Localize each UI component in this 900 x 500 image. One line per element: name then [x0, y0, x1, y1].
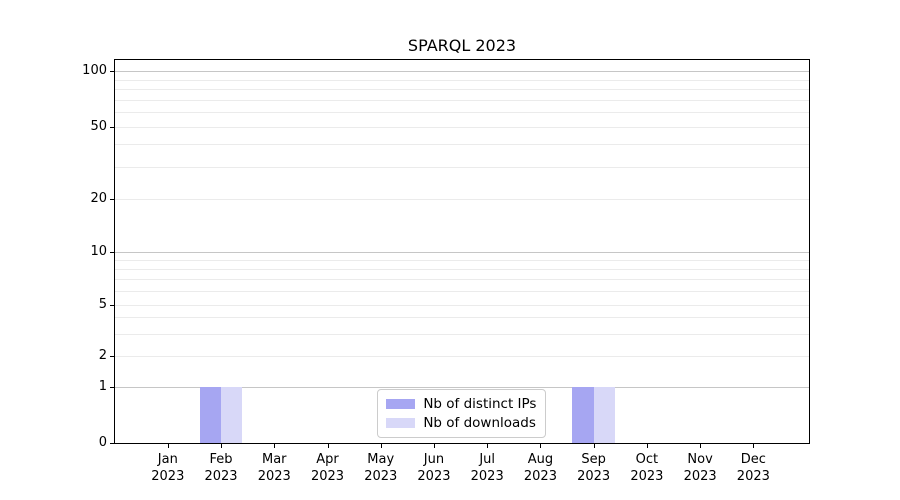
y-tick-label-20: 20: [90, 191, 107, 207]
y-major-gridline-100: [115, 71, 809, 73]
x-tick-month: Jul: [479, 452, 496, 467]
y-minor-gridline-60: [115, 112, 809, 114]
y-tick-label-10: 10: [90, 243, 107, 259]
y-tick-label-100: 100: [82, 63, 107, 79]
x-tick-mark-sep: [593, 443, 595, 448]
x-tick-mark-aug: [540, 443, 542, 448]
x-tick-month: Dec: [740, 452, 766, 467]
x-tick-year: 2023: [470, 469, 504, 484]
x-tick-mark-dec: [753, 443, 755, 448]
legend-item-distinct-ips: Nb of distinct IPs: [386, 396, 536, 412]
x-tick-mark-may: [380, 443, 382, 448]
y-tick-label-1: 1: [98, 379, 107, 395]
legend-swatch-icon: [386, 399, 416, 409]
x-tick-month: Jan: [157, 452, 178, 467]
x-tick-month: Jun: [423, 452, 445, 467]
y-minor-gridline-9: [115, 259, 809, 261]
y-tick-label-0: 0: [98, 435, 107, 450]
x-tick-year: 2023: [310, 469, 345, 484]
plot-area: 0 1 2 5 10 20 50 100 Jan 2023 Feb 2023 Mar 2023 Apr 20…: [82, 59, 810, 484]
bar-sep-distinct-ips: [572, 387, 594, 443]
x-tick-year: 2023: [417, 469, 451, 484]
x-tick-mark-jan: [167, 443, 169, 448]
y-tick-mark-50: [110, 126, 115, 128]
y-minor-gridline-6: [115, 290, 809, 292]
bar-sep-downloads: [593, 387, 615, 443]
x-tick-month: Oct: [635, 452, 659, 467]
x-tick-label-mar: Mar 2023: [234, 451, 314, 485]
y-tick-mark-0: [110, 443, 115, 444]
x-tick-mark-jun: [433, 443, 435, 448]
y-tick-mark-2: [110, 356, 115, 358]
x-tick-label-dec: Dec 2023: [713, 451, 793, 485]
x-tick-label-jun: Jun 2023: [394, 451, 474, 485]
y-tick-mark-20: [110, 199, 115, 201]
x-tick-label-sep: Sep 2023: [554, 451, 634, 485]
x-tick-year: 2023: [204, 469, 238, 484]
x-tick-year: 2023: [523, 469, 557, 484]
y-tick-label-2: 2: [98, 348, 107, 364]
x-tick-mark-apr: [327, 443, 329, 448]
x-tick-label-nov: Nov 2023: [660, 451, 740, 485]
y-tick-label-50: 50: [90, 118, 107, 134]
x-tick-month: Feb: [209, 452, 233, 467]
x-tick-mark-oct: [646, 443, 648, 448]
x-tick-month: May: [367, 452, 395, 467]
y-minor-gridline-7: [115, 278, 809, 280]
y-major-gridline-10: [115, 251, 809, 253]
y-minor-gridline-8: [115, 268, 809, 270]
y-minor-gridline-30: [115, 167, 809, 169]
x-tick-year: 2023: [257, 469, 291, 484]
legend-label: Nb of downloads: [423, 415, 536, 431]
y-tick-mark-1: [110, 387, 115, 389]
chart-title: SPARQL 2023: [407, 36, 517, 55]
y-tick-mark-100: [110, 71, 115, 73]
x-tick-label-jan: Jan 2023: [128, 451, 208, 485]
x-tick-mark-jul: [487, 443, 489, 448]
x-tick-year: 2023: [151, 469, 185, 484]
x-tick-label-aug: Aug 2023: [500, 451, 580, 485]
y-minor-gridline-80: [115, 88, 809, 90]
legend-item-downloads: Nb of downloads: [386, 415, 536, 431]
x-tick-month: Aug: [527, 452, 554, 467]
x-tick-year: 2023: [683, 469, 717, 484]
y-major-gridline-1: [115, 387, 809, 389]
x-tick-year: 2023: [736, 469, 770, 484]
x-tick-year: 2023: [364, 469, 398, 484]
x-tick-label-jul: Jul 2023: [447, 451, 527, 485]
x-tick-label-oct: Oct 2023: [607, 451, 687, 485]
legend-label: Nb of distinct IPs: [423, 396, 537, 412]
x-tick-month: Apr: [316, 452, 339, 467]
y-tick-mark-10: [110, 251, 115, 253]
y-tick-mark-5: [110, 304, 115, 306]
x-tick-month: Nov: [687, 452, 713, 467]
y-minor-gridline-40: [115, 144, 809, 146]
y-minor-gridline-20: [115, 199, 809, 201]
x-tick-label-may: May 2023: [341, 451, 421, 485]
y-tick-label-5: 5: [98, 296, 107, 312]
bar-feb-downloads: [221, 387, 243, 443]
y-minor-gridline-3: [115, 333, 809, 335]
bar-feb-distinct-ips: [199, 387, 222, 443]
x-tick-mark-feb: [221, 443, 223, 448]
x-tick-month: Sep: [581, 452, 606, 467]
y-minor-gridline-50: [115, 126, 809, 128]
x-tick-year: 2023: [577, 469, 611, 484]
x-tick-label-apr: Apr 2023: [288, 451, 368, 485]
y-minor-gridline-4: [115, 317, 809, 319]
legend-swatch-icon: [386, 418, 416, 428]
x-tick-mark-nov: [700, 443, 702, 448]
y-minor-gridline-2: [115, 356, 809, 358]
y-minor-gridline-90: [115, 79, 809, 81]
x-tick-label-feb: Feb 2023: [181, 451, 261, 485]
x-tick-mark-mar: [274, 443, 276, 448]
x-tick-month: Mar: [262, 452, 287, 467]
legend: Nb of distinct IPs Nb of downloads: [377, 389, 547, 438]
y-minor-gridline-70: [115, 99, 809, 101]
y-minor-gridline-5: [115, 304, 809, 306]
x-tick-year: 2023: [630, 469, 664, 484]
